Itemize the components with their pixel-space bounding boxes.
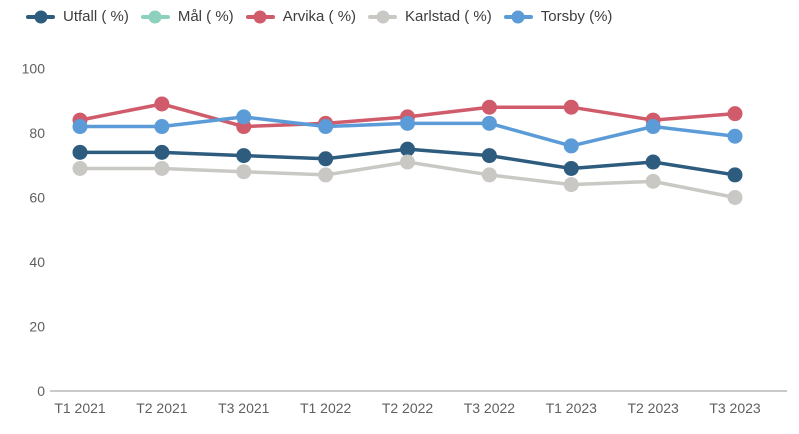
legend-label-mal: Mål ( %) xyxy=(177,8,234,25)
data-point-karlstad-t2-2021[interactable] xyxy=(154,160,170,176)
legend-item-utfall[interactable]: Utfall ( %) xyxy=(26,6,129,28)
legend-line-marker-utfall xyxy=(26,10,55,24)
legend-dot-icon-mal xyxy=(148,10,162,24)
y-axis-label-60: 60 xyxy=(29,190,45,206)
x-axis-label-t2-2022: T2 2022 xyxy=(382,400,434,416)
data-point-utfall-t2-2022[interactable] xyxy=(400,141,415,157)
legend-item-mal[interactable]: Mål ( %) xyxy=(140,6,234,28)
data-point-karlstad-t1-2021[interactable] xyxy=(72,160,88,176)
x-axis-label-t1-2023: T1 2023 xyxy=(546,400,598,416)
data-point-torsby-t3-2021[interactable] xyxy=(236,109,252,125)
data-point-utfall-t1-2021[interactable] xyxy=(72,144,88,160)
data-point-torsby-t1-2021[interactable] xyxy=(72,119,88,135)
data-point-karlstad-t2-2023[interactable] xyxy=(645,173,661,189)
x-axis-label-t2-2021: T2 2021 xyxy=(136,400,188,416)
y-axis-label-0: 0 xyxy=(37,383,45,399)
legend-item-arvika[interactable]: Arvika ( %) xyxy=(245,6,357,28)
data-point-utfall-t2-2023[interactable] xyxy=(645,154,661,170)
data-point-utfall-t2-2021[interactable] xyxy=(154,144,170,160)
legend-dot-icon-torsby xyxy=(511,10,525,24)
legend-dot-icon-karlstad xyxy=(376,10,390,24)
legend-label-arvika: Arvika ( %) xyxy=(282,8,357,25)
series-torsby xyxy=(72,109,743,154)
x-axis-label-t3-2023: T3 2023 xyxy=(709,400,761,416)
x-axis-label-t2-2023: T2 2023 xyxy=(627,400,679,416)
data-point-torsby-t3-2022[interactable] xyxy=(481,115,497,131)
data-point-karlstad-t1-2023[interactable] xyxy=(563,177,579,193)
data-point-karlstad-t3-2021[interactable] xyxy=(236,164,252,180)
y-axis-label-80: 80 xyxy=(29,125,45,141)
legend-item-karlstad[interactable]: Karlstad ( %) xyxy=(368,6,492,28)
chart-legend: Utfall ( %) Mål ( %) Arvika ( %) Karlstad (… xyxy=(26,6,612,28)
data-point-arvika-t1-2023[interactable] xyxy=(563,99,579,115)
data-point-arvika-t3-2023[interactable] xyxy=(727,106,743,122)
legend-line-marker-torsby xyxy=(503,10,533,24)
data-point-karlstad-t3-2023[interactable] xyxy=(727,190,743,205)
data-point-torsby-t1-2023[interactable] xyxy=(563,138,579,154)
legend-label-torsby: Torsby (%) xyxy=(540,8,613,25)
data-point-utfall-t3-2022[interactable] xyxy=(481,148,497,164)
data-point-torsby-t3-2023[interactable] xyxy=(727,128,743,144)
data-point-arvika-t3-2022[interactable] xyxy=(481,99,497,115)
legend-dot-icon-arvika xyxy=(253,10,267,24)
data-point-utfall-t1-2022[interactable] xyxy=(318,151,334,167)
y-axis-label-100: 100 xyxy=(22,61,46,77)
data-point-utfall-t3-2021[interactable] xyxy=(236,148,252,164)
data-point-utfall-t1-2023[interactable] xyxy=(563,160,579,176)
legend-label-utfall: Utfall ( %) xyxy=(63,8,129,25)
data-point-torsby-t1-2022[interactable] xyxy=(318,119,334,135)
data-point-karlstad-t1-2022[interactable] xyxy=(318,167,334,183)
series-utfall xyxy=(72,141,743,183)
legend-item-torsby[interactable]: Torsby (%) xyxy=(503,6,613,28)
data-point-arvika-t2-2021[interactable] xyxy=(154,96,170,112)
data-point-torsby-t2-2022[interactable] xyxy=(400,115,415,131)
legend-line-marker-karlstad xyxy=(368,10,398,24)
data-point-utfall-t3-2023[interactable] xyxy=(727,167,743,183)
legend-dot-icon-utfall xyxy=(34,10,47,24)
x-axis-label-t1-2022: T1 2022 xyxy=(300,400,352,416)
legend-line-marker-mal xyxy=(140,10,170,24)
legend-line-marker-arvika xyxy=(245,10,275,24)
legend-label-karlstad: Karlstad ( %) xyxy=(405,8,492,25)
y-axis-label-20: 20 xyxy=(29,319,45,335)
data-point-torsby-t2-2021[interactable] xyxy=(154,119,170,135)
data-point-torsby-t2-2023[interactable] xyxy=(645,119,661,135)
y-axis-label-40: 40 xyxy=(29,254,45,270)
data-point-karlstad-t3-2022[interactable] xyxy=(481,167,497,183)
data-point-karlstad-t2-2022[interactable] xyxy=(400,154,415,170)
x-axis-label-t3-2022: T3 2022 xyxy=(464,400,516,416)
x-axis-label-t3-2021: T3 2021 xyxy=(218,400,270,416)
x-axis-label-t1-2021: T1 2021 xyxy=(54,400,106,416)
series-karlstad xyxy=(72,154,743,205)
